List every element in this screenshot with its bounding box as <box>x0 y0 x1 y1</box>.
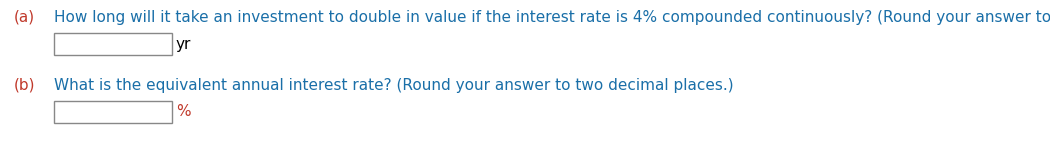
Text: How long will it take an investment to double in value if the interest rate is 4: How long will it take an investment to d… <box>54 10 1050 25</box>
Text: (b): (b) <box>14 78 36 93</box>
Text: (a): (a) <box>14 10 35 25</box>
Text: %: % <box>176 104 191 119</box>
FancyBboxPatch shape <box>54 101 172 123</box>
FancyBboxPatch shape <box>54 33 172 55</box>
Text: yr: yr <box>176 37 191 51</box>
Text: What is the equivalent annual interest rate? (Round your answer to two decimal p: What is the equivalent annual interest r… <box>54 78 734 93</box>
